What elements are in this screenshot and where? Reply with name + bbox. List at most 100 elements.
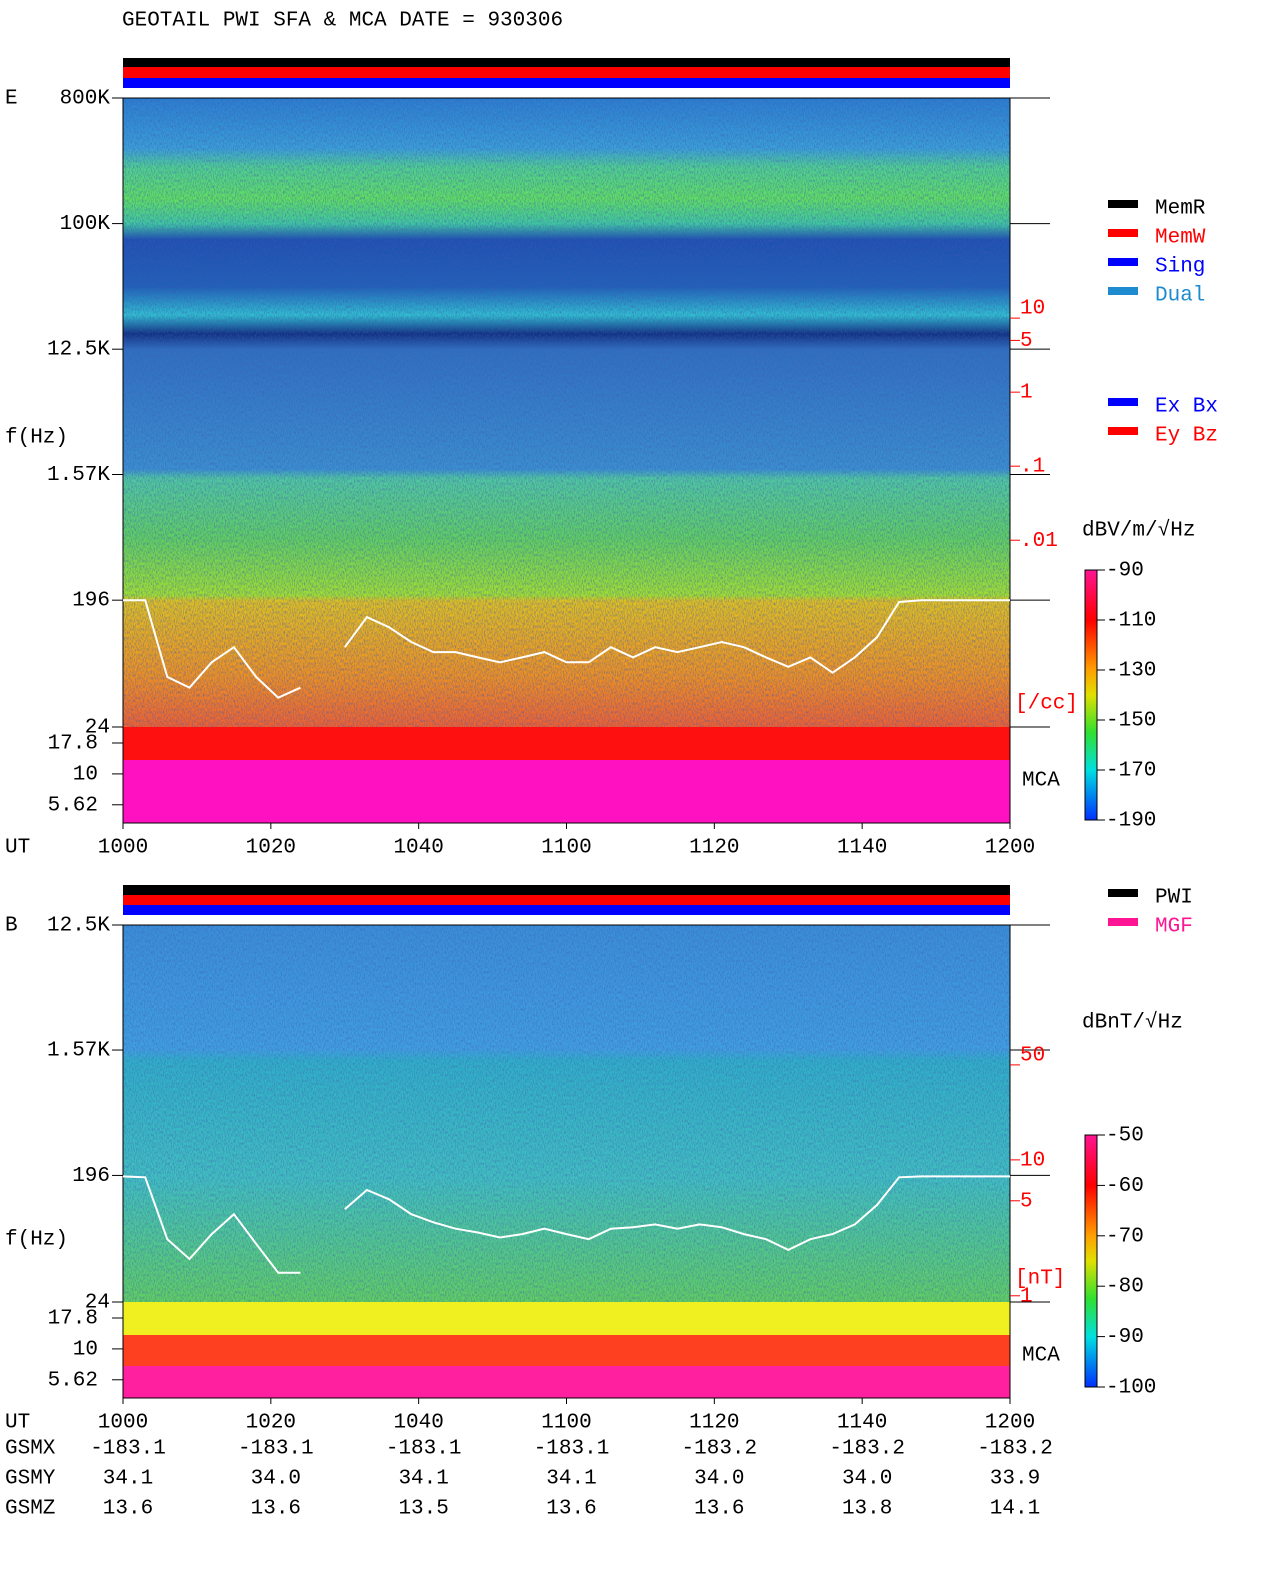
- status-bar: [123, 58, 1010, 67]
- y2-tick-label: 1: [1020, 382, 1033, 405]
- orbit-value: 13.8: [842, 1498, 892, 1521]
- x-tick-label: 1100: [541, 1412, 591, 1435]
- legend-swatch: [1108, 398, 1138, 406]
- colorbar-tick-label: -110: [1106, 610, 1156, 633]
- x-tick-label: 1040: [393, 1412, 443, 1435]
- y2-tick-label: .1: [1020, 456, 1045, 479]
- orbit-value: 13.6: [103, 1498, 153, 1521]
- colorbar-tick-label: -170: [1106, 760, 1156, 783]
- status-bar: [123, 885, 1010, 895]
- x-tick-label: 1020: [246, 837, 296, 860]
- mca-band: [123, 760, 1010, 823]
- colorbar-tick-label: -150: [1106, 710, 1156, 733]
- mca-tick-label: 17.8: [48, 733, 98, 756]
- orbit-value: -183.1: [386, 1438, 462, 1461]
- mca-tick-label: 5.62: [48, 1369, 98, 1392]
- legend-label: Sing: [1155, 256, 1205, 279]
- legend-label: Ey Bz: [1155, 425, 1218, 448]
- x-tick-label: 1020: [246, 1412, 296, 1435]
- trace-line: [344, 1175, 1010, 1252]
- legend-label: MemR: [1155, 198, 1206, 221]
- x-axis-label: UT: [5, 1412, 30, 1435]
- legend-label: Ex Bx: [1155, 396, 1218, 419]
- orbit-value: 34.1: [398, 1468, 448, 1491]
- legend-swatch: [1108, 427, 1138, 435]
- spectrogram-texture: [123, 98, 1010, 727]
- orbit-value: 13.5: [398, 1498, 448, 1521]
- mca-label: MCA: [1022, 1345, 1060, 1368]
- x-tick-label: 1200: [985, 1412, 1035, 1435]
- mca-tick-label: 5.62: [48, 794, 98, 817]
- orbit-label: GSMX: [5, 1438, 56, 1461]
- y2-axis-label: [nT]: [1015, 1268, 1065, 1291]
- y-tick-label: 800K: [60, 88, 111, 111]
- y-tick-label: 24: [85, 1292, 110, 1315]
- y-tick-label: 24: [85, 717, 110, 740]
- x-tick-label: 1140: [837, 1412, 887, 1435]
- colorbar-title: dBV/m/√Hz: [1082, 519, 1195, 543]
- trace-line: [343, 599, 1010, 674]
- orbit-value: 13.6: [546, 1498, 596, 1521]
- orbit-value: -183.2: [829, 1438, 905, 1461]
- orbit-value: -183.1: [534, 1438, 610, 1461]
- colorbar-tick-label: -60: [1106, 1175, 1144, 1198]
- colorbar-tick-label: -90: [1106, 560, 1144, 583]
- orbit-value: 33.9: [990, 1468, 1040, 1491]
- colorbar-tick-label: -100: [1106, 1377, 1156, 1400]
- mca-tick-label: 10: [73, 763, 98, 786]
- y-axis-label: f(Hz): [5, 426, 68, 449]
- status-bar: [123, 895, 1010, 905]
- y2-tick-label: 1: [1020, 1285, 1033, 1308]
- y2-tick-label: 10: [1020, 298, 1045, 321]
- panel-label: E: [5, 88, 18, 111]
- orbit-value: -183.1: [238, 1438, 314, 1461]
- legend-label: MemW: [1155, 227, 1206, 250]
- y-axis-label: f(Hz): [5, 1228, 68, 1251]
- orbit-value: 13.6: [251, 1498, 301, 1521]
- page-title: GEOTAIL PWI SFA & MCA DATE = 930306: [122, 10, 563, 33]
- y-tick-label: 1.57K: [47, 464, 110, 487]
- status-bar: [123, 67, 1010, 78]
- y2-tick-label: 50: [1020, 1044, 1045, 1067]
- legend-swatch: [1108, 287, 1138, 295]
- mca-tick-label: 17.8: [48, 1308, 98, 1331]
- legend-swatch: [1108, 200, 1138, 208]
- colorbar-title: dBnT/√Hz: [1082, 1011, 1183, 1035]
- y-tick-label: 12.5K: [47, 339, 110, 362]
- y2-tick-label: 5: [1020, 330, 1033, 353]
- orbit-value: 34.0: [251, 1468, 301, 1491]
- y2-axis-label: [/cc]: [1015, 693, 1078, 716]
- y-tick-label: 12.5K: [47, 915, 110, 938]
- mca-band: [123, 1302, 1010, 1335]
- orbit-label: GSMZ: [5, 1498, 55, 1521]
- x-tick-label: 1120: [689, 1412, 739, 1435]
- status-bar: [123, 78, 1010, 88]
- y-tick-label: 100K: [60, 213, 111, 236]
- orbit-label: GSMY: [5, 1468, 56, 1491]
- orbit-value: 13.6: [694, 1498, 744, 1521]
- colorbar-tick-label: -190: [1106, 810, 1156, 833]
- legend-label: PWI: [1155, 887, 1193, 910]
- orbit-value: 34.0: [694, 1468, 744, 1491]
- x-tick-label: 1040: [393, 837, 443, 860]
- x-tick-label: 1000: [98, 837, 148, 860]
- mca-band: [123, 1335, 1010, 1366]
- x-tick-label: 1100: [541, 837, 591, 860]
- colorbar-tick-label: -70: [1106, 1225, 1144, 1248]
- mca-tick-label: 10: [73, 1338, 98, 1361]
- mca-band: [123, 1366, 1010, 1398]
- colorbar: [1084, 569, 1098, 821]
- y-tick-label: 196: [72, 590, 110, 613]
- y2-tick-label: .01: [1020, 530, 1058, 553]
- legend-swatch: [1108, 889, 1138, 897]
- orbit-value: -183.1: [90, 1438, 166, 1461]
- status-bar: [123, 905, 1010, 915]
- trace-line: [123, 599, 301, 699]
- x-axis-label: UT: [5, 837, 30, 860]
- colorbar-tick-label: -90: [1106, 1326, 1144, 1349]
- legend-swatch: [1108, 918, 1138, 926]
- mca-label: MCA: [1022, 770, 1060, 793]
- y2-tick-label: 5: [1020, 1190, 1033, 1213]
